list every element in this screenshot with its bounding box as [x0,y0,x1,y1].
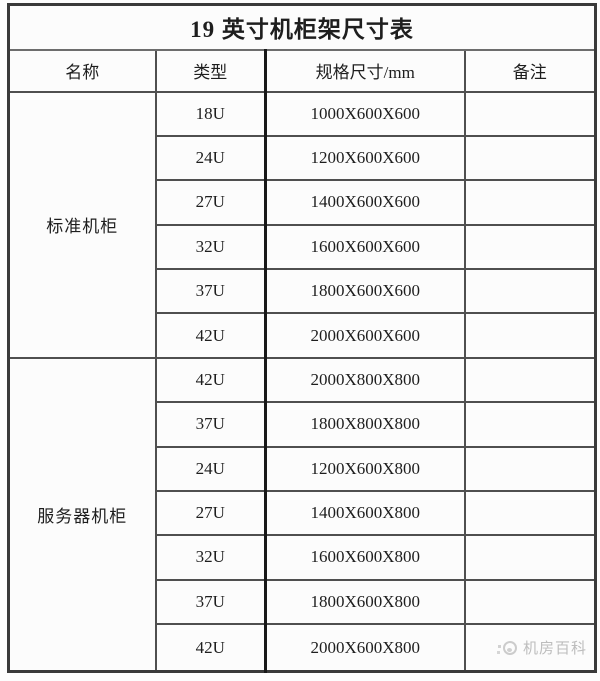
table-row: 27U 1400X600X800 [9,489,597,537]
note-cell [463,312,597,359]
type-cell: 37U [154,578,267,626]
note-cell [463,267,597,315]
note-cell [463,223,597,271]
size-cell: 1600X600X600 [264,223,466,271]
col-header-name: 名称 [7,48,157,93]
rack-size-table: 19 英寸机柜架尺寸表 名称 类型 规格尺寸/mm 备注 标准机柜 18U 10… [7,3,597,673]
type-cell: 18U [154,90,267,137]
size-cell: 1800X600X600 [264,267,466,315]
table-row: 37U 1800X600X600 [9,267,597,315]
note-cell [463,534,597,581]
brand-logo-icon [497,640,517,655]
table-row: 42U 2000X600X800 机房百科 [9,623,597,673]
size-cell: 2000X600X800 [264,623,466,673]
size-cell: 1200X600X600 [264,134,466,182]
size-cell: 2000X800X800 [264,356,466,404]
note-cell [463,356,597,404]
type-cell: 37U [154,401,267,448]
type-cell: 27U [154,179,267,226]
size-cell: 1000X600X600 [264,90,466,137]
table-row: 24U 1200X600X800 [9,445,597,492]
note-cell [463,179,597,226]
table-row: 37U 1800X600X800 [9,578,597,626]
type-cell: 37U [154,267,267,315]
size-cell: 1800X600X800 [264,578,466,626]
col-header-size: 规格尺寸/mm [264,48,466,93]
type-cell: 42U [154,312,267,359]
size-cell: 1400X600X600 [264,179,466,226]
size-cell: 1800X800X800 [264,401,466,448]
note-cell [463,90,597,137]
size-cell: 1400X600X800 [264,489,466,537]
type-cell: 32U [154,223,267,271]
section-name-server-cabinet: 服务器机柜 [7,356,157,673]
document-sheet: 19 英寸机柜架尺寸表 名称 类型 规格尺寸/mm 备注 标准机柜 18U 10… [7,3,597,673]
header-row: 名称 类型 规格尺寸/mm 备注 [7,48,597,93]
col-header-type: 类型 [154,48,267,93]
note-cell [463,445,597,492]
type-cell: 32U [154,534,267,581]
table-row: 37U 1800X800X800 [9,401,597,448]
size-cell: 1600X600X800 [264,534,466,581]
title-row: 19 英寸机柜架尺寸表 [7,3,597,51]
watermark: 机房百科 [467,637,594,658]
note-cell [463,134,597,182]
table-row: 32U 1600X600X600 [9,223,597,271]
table-title: 19 英寸机柜架尺寸表 [7,3,597,51]
type-cell: 42U [154,356,267,404]
type-cell: 24U [154,134,267,182]
size-cell: 1200X600X800 [264,445,466,492]
table-row: 27U 1400X600X600 [9,179,597,226]
table-row: 24U 1200X600X600 [9,134,597,182]
table-row: 标准机柜 18U 1000X600X600 [7,90,597,359]
table-row: 42U 2000X600X600 [9,312,597,359]
table-row: 32U 1600X600X800 [9,534,597,581]
watermark-text: 机房百科 [522,641,587,657]
type-cell: 24U [154,445,267,492]
col-header-note: 备注 [463,48,597,93]
note-cell [463,489,597,537]
type-cell: 27U [154,489,267,537]
note-cell [463,578,597,626]
section-name-standard-cabinet: 标准机柜 [7,90,157,359]
type-cell: 42U [154,623,267,673]
note-cell [463,401,597,448]
size-cell: 2000X600X600 [264,312,466,359]
note-cell: 机房百科 [463,623,597,673]
table-row: 服务器机柜 42U 2000X800X800 [7,356,597,673]
